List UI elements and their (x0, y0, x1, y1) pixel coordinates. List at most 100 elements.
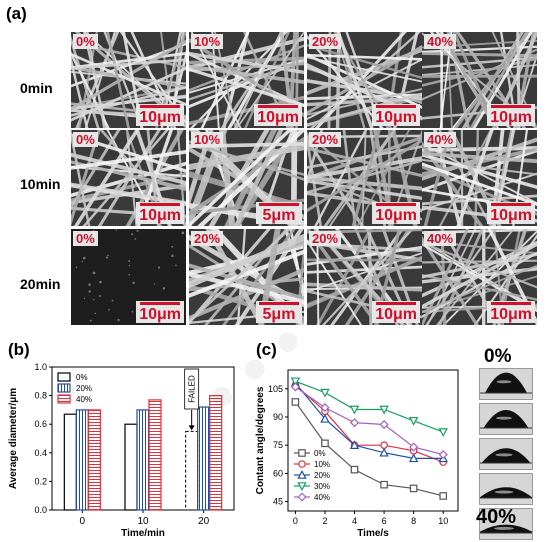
scale-bar: 10μm (372, 104, 420, 126)
failed-annotation: FAILED (188, 375, 197, 403)
panel-b-label: (b) (8, 340, 30, 359)
concentration-label: 20% (309, 34, 342, 49)
sem-image-20min-1: 20% 5μm (189, 229, 304, 325)
scale-bar-label: 10μm (490, 109, 532, 126)
legend-swatch-0% (57, 372, 71, 382)
row-label-10min: 10min (20, 176, 61, 192)
sem-image-20min-3: 40% 10μm (422, 229, 537, 325)
concentration-label: 10% (191, 132, 224, 147)
y-tick-label: 0.2 (34, 476, 47, 486)
point-20%-2 (320, 413, 330, 423)
x-axis-label: Time/s (357, 528, 389, 539)
point-0%-0 (291, 398, 300, 406)
scale-bar: 5μm (256, 301, 302, 323)
y-tick-label: 0.4 (34, 448, 47, 458)
scale-bar-label: 5μm (262, 306, 296, 323)
scale-bar-label: 10μm (139, 207, 181, 224)
plot-frame (287, 369, 459, 512)
droplet-image-0 (479, 368, 533, 400)
point-0%-8 (409, 484, 418, 493)
concentration-label: 40% (424, 34, 457, 49)
scale-bar-label: 5μm (262, 207, 296, 224)
x-tick-label: 10 (137, 516, 149, 527)
x-tick-label: 2 (322, 516, 327, 526)
x-tick-label: 4 (352, 516, 357, 526)
legend-marker-0% (298, 449, 306, 457)
sem-image-10min-2: 20% 10μm (307, 130, 422, 226)
scale-bar: 10μm (136, 301, 184, 323)
bar-failed (185, 430, 199, 511)
point-10%-6 (380, 441, 388, 450)
droplet-image-3 (479, 473, 533, 505)
legend-label-30%: 30% (314, 482, 330, 491)
x-tick-label: 0 (293, 516, 298, 526)
y-axis-label: Average diameter/μm (8, 388, 19, 489)
series-line-10% (294, 384, 444, 463)
point-20%-4 (349, 440, 360, 450)
concentration-label: 20% (191, 231, 224, 246)
concentration-label: 0% (73, 132, 98, 147)
point-0%-4 (350, 465, 359, 474)
panel-a-label: (a) (6, 4, 27, 23)
y-tick-label: 90 (273, 412, 283, 422)
point-30%-6 (379, 405, 389, 415)
legend-label-40%: 40% (314, 493, 330, 502)
droplet-top-label: 0% (484, 346, 512, 367)
sem-image-10min-3: 40% 10μm (422, 130, 537, 226)
concentration-label: 40% (424, 132, 457, 147)
x-tick-label: 8 (411, 516, 416, 526)
y-tick-label: 1.0 (34, 362, 47, 372)
bar-40%-10 (148, 399, 162, 511)
series-line-0% (294, 401, 444, 497)
legend-marker-10% (298, 460, 306, 468)
bar-20%-10 (136, 409, 150, 511)
point-40%-10 (438, 450, 448, 460)
x-tick-label: 20 (198, 516, 210, 527)
point-30%-4 (349, 405, 360, 415)
row-label-20min: 20min (20, 276, 61, 292)
droplet-image-1 (479, 403, 533, 435)
scale-bar-label: 10μm (375, 207, 417, 224)
sem-image-10min-1: 10% 5μm (189, 130, 304, 226)
y-tick-label: 105 (268, 384, 283, 394)
series-line-30% (295, 380, 444, 433)
sem-image-0min-1: 10% 10μm (189, 32, 304, 128)
legend-label-20%: 20% (76, 384, 92, 393)
point-0%-6 (380, 480, 388, 489)
series-line-40% (295, 386, 444, 456)
scale-bar-label: 10μm (375, 109, 417, 126)
scale-bar-label: 10μm (490, 207, 532, 224)
concentration-label: 20% (309, 132, 342, 147)
legend-marker-20% (297, 470, 307, 479)
scale-bar: 10μm (487, 202, 535, 224)
scale-bar: 10μm (487, 104, 535, 126)
concentration-label: 10% (191, 34, 224, 49)
droplet-image-4 (479, 508, 533, 540)
sem-image-0min-2: 20% 10μm (307, 32, 422, 128)
point-20%-8 (408, 453, 419, 463)
sem-image-20min-2: 20% 10μm (307, 229, 422, 325)
y-tick-label: 60 (273, 468, 283, 478)
legend-marker-30% (297, 482, 307, 491)
scale-bar-label: 10μm (139, 109, 181, 126)
sem-image-0min-3: 40% 10μm (422, 32, 537, 128)
y-tick-label: 0.8 (34, 391, 47, 401)
panel-c-label: (c) (256, 340, 277, 359)
x-axis-label: Time/min (121, 528, 165, 539)
bar-0%-0 (63, 413, 77, 511)
scale-bar-label: 10μm (375, 306, 417, 323)
point-40%-4 (349, 418, 360, 428)
legend-label-0%: 0% (76, 373, 88, 382)
scale-bar-label: 10μm (257, 109, 299, 126)
scale-bar: 10μm (136, 202, 184, 224)
scale-bar-label: 10μm (139, 306, 181, 323)
row-label-0min: 0min (20, 80, 53, 96)
point-20%-6 (379, 447, 389, 457)
legend-label-10%: 10% (314, 460, 330, 469)
y-tick-label: 0.0 (34, 505, 47, 515)
bar-20%-20 (197, 406, 211, 511)
legend-swatch-20% (57, 383, 71, 393)
x-tick-label: 0 (80, 516, 86, 527)
concentration-label: 0% (73, 34, 98, 49)
scale-bar: 10μm (372, 301, 420, 323)
